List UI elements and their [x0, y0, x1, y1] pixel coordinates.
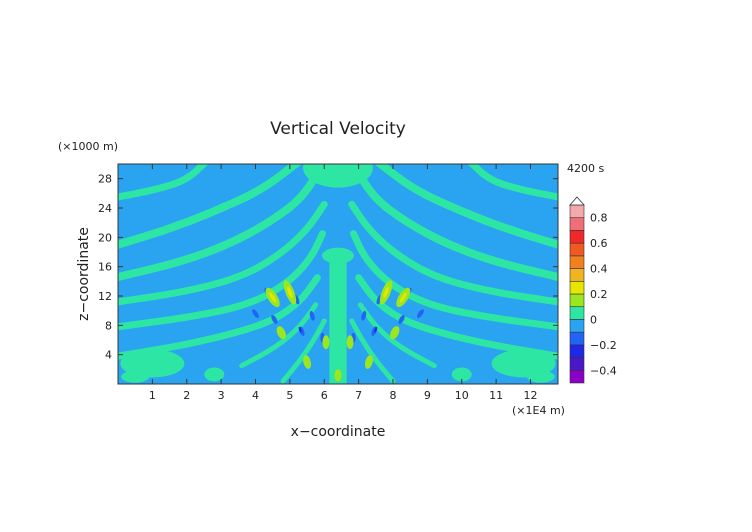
colorbar-level-label: −0.4: [590, 364, 617, 377]
wave-band: [467, 164, 558, 201]
field-blob: [271, 314, 278, 324]
field-blob: [451, 367, 472, 382]
field-blob: [526, 370, 555, 383]
colorbar-bin: [569, 331, 585, 346]
colorbar-bin: [569, 280, 585, 295]
field-blob: [298, 326, 302, 333]
wave-band: [374, 164, 558, 249]
x-tick-label: 7: [355, 389, 362, 402]
x-tick-label: 2: [183, 389, 190, 402]
field-blob: [374, 326, 378, 333]
field-blob: [303, 164, 373, 188]
colorbar-bin: [569, 217, 585, 231]
field-blob: [309, 310, 315, 321]
wave-band: [280, 318, 327, 384]
colorbar-level-label: 0.2: [590, 288, 608, 301]
colorbar-bin: [569, 306, 585, 320]
field-blob: [287, 286, 293, 298]
wave-band: [349, 230, 558, 331]
field-blob: [399, 292, 407, 303]
field-blob: [252, 309, 259, 318]
colorbar-overflow-arrow: [569, 196, 585, 206]
field-blob: [491, 349, 556, 378]
field-blob: [417, 309, 424, 318]
colorbar-bin: [569, 268, 585, 282]
colorbar-level-label: 0.8: [590, 212, 608, 225]
wave-band: [349, 318, 396, 384]
field-blob: [322, 247, 354, 264]
x-tick-label: 8: [390, 389, 397, 402]
field-features: [120, 164, 556, 384]
x-axis-label: x−coordinate: [291, 424, 386, 440]
y-unit-label: (×1000 m): [58, 140, 118, 153]
field-blob: [322, 335, 330, 350]
x-tick-label: 6: [321, 389, 328, 402]
wave-band: [239, 302, 319, 369]
x-tick-label: 1: [149, 389, 156, 402]
colorbar-bin: [569, 204, 585, 219]
wave-band: [357, 302, 437, 369]
wave-band: [118, 164, 302, 249]
colorbar-bin: [569, 255, 585, 269]
colorbar: −0.4 −0.2 0 0.2 0.4 0.6 0.8: [569, 196, 617, 384]
x-tick-label: 12: [524, 389, 538, 402]
y-tick-label: 16: [98, 261, 112, 274]
wave-band: [349, 164, 558, 281]
velocity-field: [118, 164, 558, 384]
colorbar-bin: [569, 357, 585, 371]
x-tick-label: 9: [424, 389, 431, 402]
field-blob: [303, 355, 312, 369]
x-axis: 1 2 3 4 5 6 7 8 9 10 11 12: [149, 164, 538, 402]
colorbar-level-label: −0.2: [590, 339, 617, 352]
colorbar-bin: [569, 293, 585, 308]
field-blob: [398, 314, 405, 324]
x-tick-label: 11: [489, 389, 503, 402]
plot-frame: [117, 163, 559, 385]
y-axis: 4 8 12 16 20 24 28: [98, 173, 558, 362]
wave-band: [118, 230, 327, 331]
y-axis-label: z−coordinate: [76, 227, 92, 321]
y-tick-label: 24: [98, 202, 112, 215]
time-label: 4200 s: [567, 162, 604, 175]
colorbar-bin: [569, 344, 585, 358]
field-blob: [383, 286, 389, 298]
colorbar-level-label: 0.6: [590, 237, 608, 250]
field-blob: [334, 369, 342, 382]
field-blob: [390, 326, 400, 340]
x-tick-label: 10: [455, 389, 469, 402]
colorbar-bin: [569, 319, 585, 333]
field-blob: [269, 292, 277, 303]
y-tick-label: 4: [105, 349, 112, 362]
chart-title: Vertical Velocity: [270, 119, 406, 139]
wave-band: [118, 200, 328, 306]
field-blob: [346, 335, 354, 350]
colorbar-bin: [569, 230, 585, 244]
field-blob: [361, 310, 367, 321]
field-blob: [364, 355, 373, 369]
y-tick-label: 28: [98, 173, 112, 186]
wave-band: [118, 164, 327, 281]
y-tick-label: 12: [98, 290, 112, 303]
colorbar-bin: [569, 369, 585, 384]
x-tick-label: 5: [286, 389, 293, 402]
x-tick-label: 4: [252, 389, 259, 402]
field-blob: [120, 349, 185, 378]
x-tick-label: 3: [218, 389, 225, 402]
field-blob: [276, 326, 286, 340]
colorbar-level-label: 0.4: [590, 263, 608, 276]
wave-band: [118, 164, 209, 201]
field-blob: [121, 370, 150, 383]
field-blob: [204, 367, 225, 382]
positive-bands-left: [118, 164, 328, 384]
y-tick-label: 20: [98, 231, 112, 244]
colorbar-level-label: 0: [590, 313, 597, 326]
positive-bands-right: [348, 164, 558, 384]
wave-band: [348, 200, 558, 306]
y-tick-label: 8: [105, 319, 112, 332]
central-column: [329, 259, 347, 384]
colorbar-bin: [569, 242, 585, 257]
x-unit-label: (×1E4 m): [512, 404, 565, 417]
